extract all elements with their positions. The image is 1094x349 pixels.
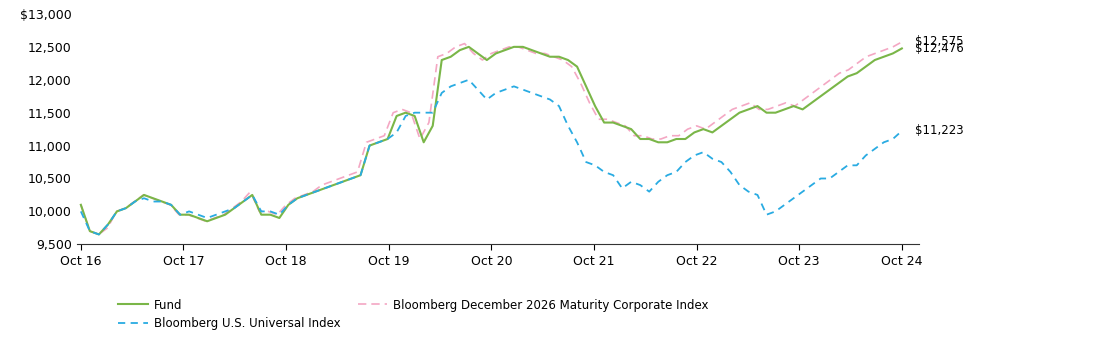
Text: $12,575: $12,575 xyxy=(915,36,963,49)
Legend: Fund, Bloomberg U.S. Universal Index, Bloomberg December 2026 Maturity Corporate: Fund, Bloomberg U.S. Universal Index, Bl… xyxy=(114,294,713,335)
Text: $11,223: $11,223 xyxy=(915,124,964,138)
Text: $12,476: $12,476 xyxy=(915,42,964,55)
